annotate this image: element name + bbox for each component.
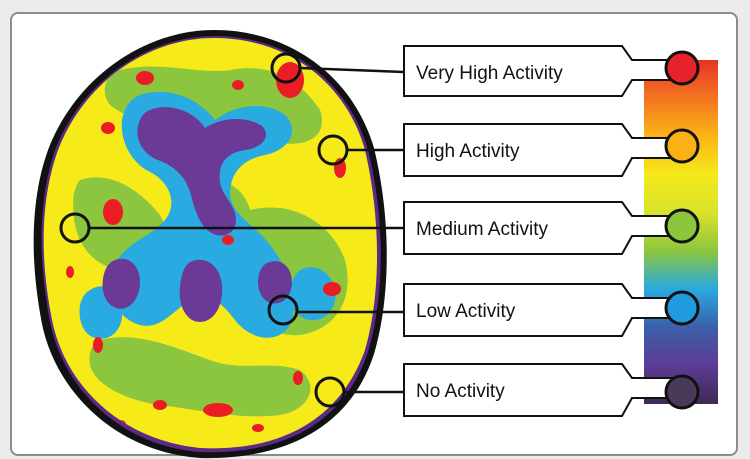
no-activity-swatch <box>664 374 700 410</box>
high-activity-label: High Activity <box>416 141 520 162</box>
legend: Very High Activity High Activity Medium … <box>59 45 700 417</box>
very-high-activity-spots <box>66 62 346 432</box>
legend-item-high: High Activity <box>317 123 700 177</box>
no-activity-label: No Activity <box>416 381 505 402</box>
very-high-activity-circle <box>270 52 302 84</box>
no-activity-regions <box>102 107 292 322</box>
medium-activity-circle <box>59 212 91 244</box>
legend-item-very-high: Very High Activity <box>270 45 700 97</box>
medium-activity-label: Medium Activity <box>416 219 548 240</box>
very-high-activity-swatch <box>664 50 700 86</box>
very-high-activity-label: Very High Activity <box>416 63 563 84</box>
legend-item-low: Low Activity <box>267 283 700 337</box>
no-activity-circle <box>314 376 346 408</box>
low-activity-label: Low Activity <box>416 301 516 322</box>
low-activity-swatch <box>664 290 700 326</box>
high-activity-swatch <box>664 128 700 164</box>
legend-item-medium: Medium Activity <box>59 201 700 255</box>
medium-activity-swatch <box>664 208 700 244</box>
low-activity-circle <box>267 294 299 326</box>
brain-scan <box>33 30 387 459</box>
high-activity-circle <box>317 134 349 166</box>
legend-item-none: No Activity <box>314 363 700 417</box>
